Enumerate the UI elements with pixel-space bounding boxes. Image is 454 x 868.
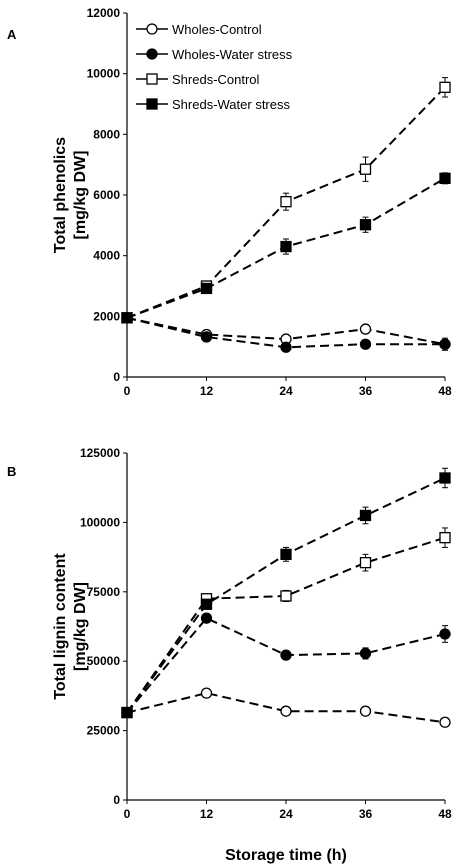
panel-b-y-tick-label-5: 125000 xyxy=(80,446,120,460)
panel-b-panel-label: B xyxy=(7,464,16,479)
panel-a-point-shreds-water-stress-1 xyxy=(200,282,213,295)
panel-b-point-wholes-control-2 xyxy=(280,705,292,717)
panel-a-y-tick-label-1: 2000 xyxy=(93,309,120,323)
panel-b-point-wholes-control-3 xyxy=(359,705,372,717)
panel-b-point-shreds-water-stress-0 xyxy=(121,706,133,719)
panel-b-y-tick-label-0: 0 xyxy=(113,793,120,807)
panel-b-y-axis-title-line1: Total lignin content xyxy=(52,553,69,700)
panel-b-y-tick-label-1: 25000 xyxy=(87,724,121,738)
panel-a-point-shreds-control-2 xyxy=(280,196,292,208)
panel-a-point-shreds-water-stress-3 xyxy=(359,219,372,231)
panel-a-point-wholes-water-stress-1 xyxy=(200,331,213,343)
panel-a-series-shreds-control xyxy=(121,77,451,324)
panel-a-x-tick-label-3: 36 xyxy=(359,384,373,398)
panel-b-point-shreds-water-stress-3 xyxy=(359,509,372,522)
panel-a-legend-label-1: Wholes-Water stress xyxy=(172,47,293,62)
panel-a-legend-label-0: Wholes-Control xyxy=(172,22,262,37)
panel-b-point-wholes-water-stress-4 xyxy=(439,628,451,640)
panel-b-x-axis-title: Storage time (h) xyxy=(225,847,347,864)
panel-b-point-wholes-water-stress-2 xyxy=(280,649,292,661)
panel-a-legend-marker-3 xyxy=(146,98,158,110)
panel-a-y-tick-label-5: 10000 xyxy=(87,67,121,81)
panel-a-y-tick-label-2: 4000 xyxy=(93,249,120,263)
panel-b-y-axis-title-line2: [mg/kg DW] xyxy=(72,582,89,671)
panel-a-point-wholes-water-stress-3 xyxy=(359,338,372,350)
panel-a-y-tick-label-3: 6000 xyxy=(93,188,120,202)
panel-b-point-shreds-control-3 xyxy=(359,557,372,569)
panel-a-legend-label-2: Shreds-Control xyxy=(172,72,260,87)
panel-b-point-wholes-control-1 xyxy=(200,687,213,699)
panel-a-point-wholes-water-stress-4 xyxy=(439,338,451,350)
panel-b-point-wholes-control-4 xyxy=(439,716,451,728)
panel-a-point-wholes-water-stress-2 xyxy=(280,341,292,353)
panel-a-legend-label-3: Shreds-Water stress xyxy=(172,97,290,112)
panel-b-y-tick-label-2: 50000 xyxy=(87,654,121,668)
panel-b-point-shreds-water-stress-4 xyxy=(439,472,451,484)
panel-b-x-tick-label-2: 24 xyxy=(279,807,293,821)
panel-a-point-shreds-control-4 xyxy=(439,81,451,93)
panel-a-x-tick-label-4: 48 xyxy=(438,384,452,398)
panel-a-chart: A 0 2000 4000 6000 8000 10000 12000 0 12 24 36 48 Tot… xyxy=(7,6,452,398)
panel-a-y-tick-label-4: 8000 xyxy=(93,127,120,141)
panel-b-y-tick-label-4: 100000 xyxy=(80,515,120,529)
panel-a-point-shreds-water-stress-4 xyxy=(439,172,451,184)
panel-a-point-wholes-control-3 xyxy=(359,323,372,335)
panel-b-series-wholes-control xyxy=(121,687,451,728)
panel-b-point-shreds-water-stress-1 xyxy=(200,598,213,610)
panel-a-series-shreds-water-stress xyxy=(121,172,451,324)
panel-b-x-tick-label-4: 48 xyxy=(438,807,452,821)
panel-b-line-wholes-control xyxy=(126,692,446,724)
panel-b-point-shreds-control-4 xyxy=(439,532,451,544)
panel-b-point-shreds-water-stress-2 xyxy=(280,548,292,560)
panel-a-point-shreds-control-3 xyxy=(359,163,372,175)
panel-b-y-tick-label-3: 75000 xyxy=(87,585,121,599)
panel-b-x-tick-label-1: 12 xyxy=(200,807,214,821)
panel-b-x-tick-label-3: 36 xyxy=(359,807,373,821)
panel-a-y-axis-title-line2: [mg/kg DW] xyxy=(72,151,89,240)
panel-b-x-tick-label-0: 0 xyxy=(124,807,131,821)
panel-a-x-tick-label-0: 0 xyxy=(124,384,131,398)
panel-b-series-shreds-water-stress xyxy=(121,467,451,719)
panel-a-panel-label: A xyxy=(7,27,17,42)
panel-a-point-shreds-water-stress-2 xyxy=(280,240,292,253)
panel-a-y-tick-label-6: 12000 xyxy=(87,6,121,20)
panel-b-chart: B 0 25000 50000 75000 100000 125000 0 12 24 36 48 To… xyxy=(7,446,452,864)
panel-b-line-shreds-control xyxy=(126,536,446,714)
panel-b-line-wholes-water-stress xyxy=(126,616,446,714)
panel-a-y-tick-label-0: 0 xyxy=(113,370,120,384)
panel-a-point-shreds-water-stress-0 xyxy=(121,312,133,324)
panel-a-legend-marker-1 xyxy=(146,48,158,60)
panel-b-point-wholes-water-stress-1 xyxy=(200,612,213,624)
panel-a-legend-marker-0 xyxy=(146,23,158,35)
panel-a-legend: Wholes-Control Wholes-Water stress Shreds-… xyxy=(136,22,293,112)
panel-a-legend-marker-2 xyxy=(146,73,158,85)
panel-a-x-tick-label-2: 24 xyxy=(279,384,293,398)
panel-b-point-wholes-water-stress-3 xyxy=(359,647,372,660)
panel-a-series-wholes-water-stress xyxy=(121,312,451,353)
panel-a-x-tick-label-1: 12 xyxy=(200,384,214,398)
panel-b-point-shreds-control-2 xyxy=(280,590,292,602)
panel-a-y-axis-title-line1: Total phenolics xyxy=(52,137,69,253)
